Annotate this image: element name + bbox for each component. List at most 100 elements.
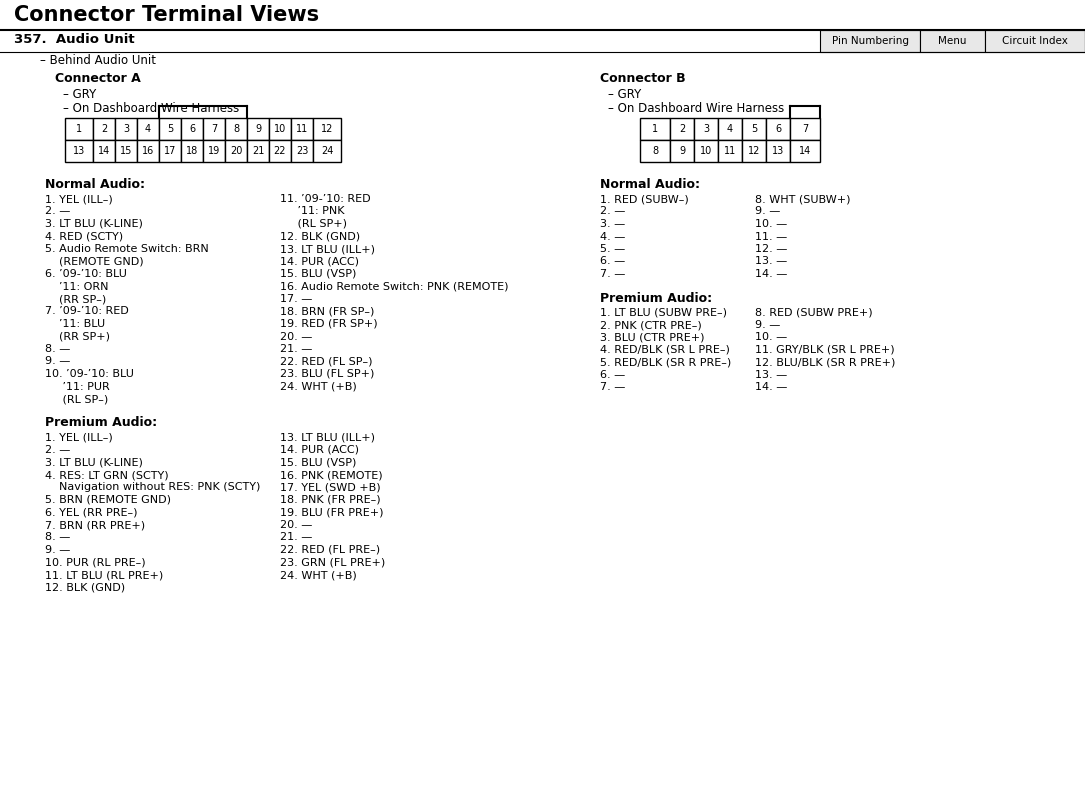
Text: – On Dashboard Wire Harness: – On Dashboard Wire Harness xyxy=(608,102,784,115)
Text: 4: 4 xyxy=(145,124,151,134)
Text: 21. —: 21. — xyxy=(280,344,312,354)
Text: 9. —: 9. — xyxy=(755,206,780,216)
Bar xyxy=(312,118,341,140)
Text: 12. —: 12. — xyxy=(755,244,788,254)
Text: 3. —: 3. — xyxy=(600,219,625,229)
Text: Pin Numbering: Pin Numbering xyxy=(831,36,908,46)
Text: 2. PNK (CTR PRE–): 2. PNK (CTR PRE–) xyxy=(600,320,702,330)
Text: 4. RED/BLK (SR L PRE–): 4. RED/BLK (SR L PRE–) xyxy=(600,345,730,355)
Text: 16. Audio Remote Switch: PNK (REMOTE): 16. Audio Remote Switch: PNK (REMOTE) xyxy=(280,282,509,292)
Text: – Behind Audio Unit: – Behind Audio Unit xyxy=(40,54,156,67)
Text: 19. BLU (FR PRE+): 19. BLU (FR PRE+) xyxy=(280,508,383,518)
Text: 9: 9 xyxy=(255,124,261,134)
Bar xyxy=(640,140,671,162)
Text: 8. —: 8. — xyxy=(44,344,71,354)
Text: ’11: ORN: ’11: ORN xyxy=(44,282,108,292)
Text: Connector B: Connector B xyxy=(600,72,686,85)
Text: 23. GRN (FL PRE+): 23. GRN (FL PRE+) xyxy=(280,557,385,568)
Text: 6. YEL (RR PRE–): 6. YEL (RR PRE–) xyxy=(44,508,138,518)
Text: 17. YEL (SWD +B): 17. YEL (SWD +B) xyxy=(280,482,381,492)
Text: 22. RED (FL SP–): 22. RED (FL SP–) xyxy=(280,357,372,366)
Text: 24. WHT (+B): 24. WHT (+B) xyxy=(280,570,357,580)
Text: 4. —: 4. — xyxy=(600,232,625,242)
Text: ’11: PUR: ’11: PUR xyxy=(44,381,110,392)
Text: 6: 6 xyxy=(189,124,195,134)
Text: 8: 8 xyxy=(233,124,239,134)
Text: 10. —: 10. — xyxy=(755,219,788,229)
Text: 11. GRY/BLK (SR L PRE+): 11. GRY/BLK (SR L PRE+) xyxy=(755,345,895,355)
Text: 10. —: 10. — xyxy=(755,332,788,343)
Text: 8: 8 xyxy=(652,146,659,156)
Text: 7. —: 7. — xyxy=(600,269,625,279)
Bar xyxy=(766,140,790,162)
Text: Connector Terminal Views: Connector Terminal Views xyxy=(14,5,319,25)
Bar xyxy=(790,118,820,140)
Bar xyxy=(291,140,312,162)
Text: 6. —: 6. — xyxy=(600,256,625,266)
Text: 2: 2 xyxy=(679,124,685,134)
Text: 14. PUR (ACC): 14. PUR (ACC) xyxy=(280,445,359,455)
Text: 9: 9 xyxy=(679,146,685,156)
Text: 2: 2 xyxy=(101,124,107,134)
Text: 12: 12 xyxy=(321,124,333,134)
Text: 4. RES: LT GRN (SCTY): 4. RES: LT GRN (SCTY) xyxy=(44,470,168,480)
Text: 1. RED (SUBW–): 1. RED (SUBW–) xyxy=(600,194,689,204)
Bar xyxy=(93,118,115,140)
Text: 14. PUR (ACC): 14. PUR (ACC) xyxy=(280,256,359,266)
Text: 23. BLU (FL SP+): 23. BLU (FL SP+) xyxy=(280,369,374,379)
Bar xyxy=(920,30,985,52)
Text: Menu: Menu xyxy=(939,36,967,46)
Text: 18. PNK (FR PRE–): 18. PNK (FR PRE–) xyxy=(280,495,381,505)
Text: – GRY: – GRY xyxy=(63,88,97,101)
Text: 22: 22 xyxy=(273,146,286,156)
Text: 13. —: 13. — xyxy=(755,370,788,380)
Bar xyxy=(694,118,718,140)
Text: 5. RED/BLK (SR R PRE–): 5. RED/BLK (SR R PRE–) xyxy=(600,358,731,367)
Text: 3: 3 xyxy=(703,124,710,134)
Bar xyxy=(790,140,820,162)
Text: 10. ’09-’10: BLU: 10. ’09-’10: BLU xyxy=(44,369,133,379)
Text: 9. —: 9. — xyxy=(755,320,780,330)
Text: 1: 1 xyxy=(76,124,82,134)
Text: 3. LT BLU (K-LINE): 3. LT BLU (K-LINE) xyxy=(44,219,143,229)
Text: 4. RED (SCTY): 4. RED (SCTY) xyxy=(44,232,123,242)
Bar xyxy=(115,118,137,140)
Text: 12. BLU/BLK (SR R PRE+): 12. BLU/BLK (SR R PRE+) xyxy=(755,358,895,367)
Text: 13. LT BLU (ILL+): 13. LT BLU (ILL+) xyxy=(280,432,375,442)
Text: 5. BRN (REMOTE GND): 5. BRN (REMOTE GND) xyxy=(44,495,171,505)
Bar xyxy=(640,118,671,140)
Bar xyxy=(766,118,790,140)
Bar xyxy=(137,140,159,162)
Text: 9. —: 9. — xyxy=(44,545,71,555)
Text: 10: 10 xyxy=(273,124,286,134)
Text: 3. BLU (CTR PRE+): 3. BLU (CTR PRE+) xyxy=(600,332,704,343)
Bar xyxy=(65,118,93,140)
Text: Normal Audio:: Normal Audio: xyxy=(600,178,700,191)
Bar xyxy=(225,140,247,162)
Text: (RL SP–): (RL SP–) xyxy=(44,394,108,404)
Text: ’11: PNK: ’11: PNK xyxy=(280,206,345,216)
Text: 8. —: 8. — xyxy=(44,533,71,542)
Text: 22. RED (FL PRE–): 22. RED (FL PRE–) xyxy=(280,545,380,555)
Text: 18. BRN (FR SP–): 18. BRN (FR SP–) xyxy=(280,307,374,316)
Bar xyxy=(137,118,159,140)
Text: 19: 19 xyxy=(208,146,220,156)
Text: 21: 21 xyxy=(252,146,264,156)
Text: 10. PUR (RL PRE–): 10. PUR (RL PRE–) xyxy=(44,557,145,568)
Bar xyxy=(203,118,225,140)
Text: 11. —: 11. — xyxy=(755,232,788,242)
Text: Navigation without RES: PNK (SCTY): Navigation without RES: PNK (SCTY) xyxy=(44,482,260,492)
Text: 5. Audio Remote Switch: BRN: 5. Audio Remote Switch: BRN xyxy=(44,244,208,254)
Text: 5: 5 xyxy=(167,124,174,134)
Bar xyxy=(115,140,137,162)
Text: Connector A: Connector A xyxy=(55,72,141,85)
Text: Premium Audio:: Premium Audio: xyxy=(600,292,712,305)
Text: 6. ’09-’10: BLU: 6. ’09-’10: BLU xyxy=(44,269,127,279)
Text: 24: 24 xyxy=(321,146,333,156)
Text: 1. YEL (ILL–): 1. YEL (ILL–) xyxy=(44,432,113,442)
Bar xyxy=(225,118,247,140)
Text: Premium Audio:: Premium Audio: xyxy=(44,416,157,430)
Text: 20. —: 20. — xyxy=(280,520,312,530)
Text: 19. RED (FR SP+): 19. RED (FR SP+) xyxy=(280,319,378,329)
Text: 18: 18 xyxy=(186,146,199,156)
